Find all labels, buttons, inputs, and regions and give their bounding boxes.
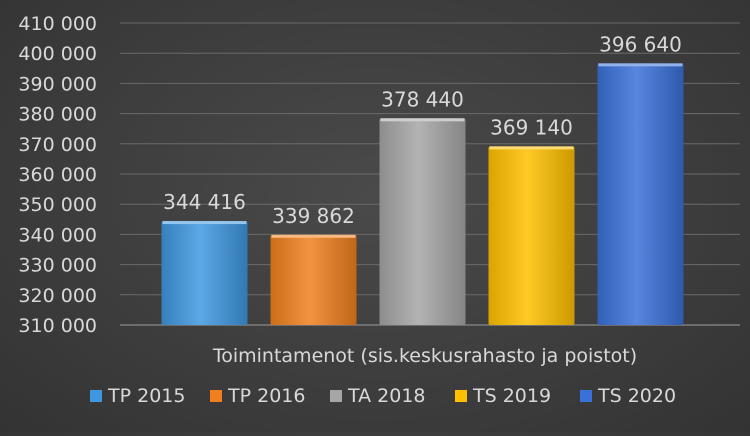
legend-swatch: [90, 390, 102, 402]
bar-highlight: [598, 63, 683, 67]
bar-highlight: [271, 234, 356, 238]
y-tick-label: 360 000: [18, 164, 97, 186]
legend-item: TA 2018: [330, 385, 426, 407]
legend-label: TP 2015: [107, 385, 185, 407]
legend-item: TS 2019: [455, 385, 551, 407]
data-label: 369 140: [490, 115, 573, 139]
bar-tp-2016: [270, 234, 357, 325]
legend-swatch: [455, 390, 467, 402]
bar-highlight: [162, 221, 247, 225]
legend-item: TP 2015: [90, 385, 185, 407]
legend-swatch: [330, 390, 342, 402]
bar-ts-2020: [597, 63, 684, 325]
legend-swatch: [210, 390, 222, 402]
y-tick-label: 400 000: [18, 43, 97, 65]
y-tick-label: 410 000: [18, 13, 97, 35]
legend-label: TP 2016: [227, 385, 305, 407]
y-tick-label: 310 000: [18, 315, 97, 337]
legend-item: TS 2020: [580, 385, 676, 407]
legend-label: TS 2020: [597, 385, 676, 407]
legend-swatch: [580, 390, 592, 402]
y-tick-label: 390 000: [18, 73, 97, 95]
data-label: 344 416: [163, 190, 246, 214]
x-axis-label: Toimintamenot (sis.keskusrahasto ja pois…: [212, 345, 637, 367]
legend-item: TP 2016: [210, 385, 305, 407]
data-label: 396 640: [599, 32, 682, 56]
legend-label: TA 2018: [347, 385, 426, 407]
y-tick-label: 350 000: [18, 194, 97, 216]
data-label: 378 440: [381, 87, 464, 111]
bar-tp-2015: [161, 221, 248, 325]
y-tick-label: 340 000: [18, 224, 97, 246]
bar-highlight: [380, 118, 465, 122]
y-tick-label: 380 000: [18, 104, 97, 126]
y-tick-label: 370 000: [18, 134, 97, 156]
legend-label: TS 2019: [472, 385, 551, 407]
bar-ts-2019: [488, 146, 575, 325]
data-label: 339 862: [272, 204, 355, 228]
bar-highlight: [489, 146, 574, 150]
y-tick-label: 320 000: [18, 285, 97, 307]
y-tick-label: 330 000: [18, 255, 97, 277]
bar-ta-2018: [379, 118, 466, 325]
